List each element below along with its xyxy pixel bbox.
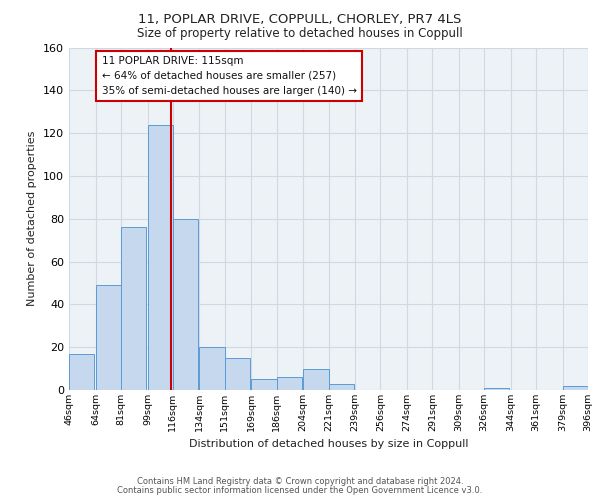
Text: 11 POPLAR DRIVE: 115sqm
← 64% of detached houses are smaller (257)
35% of semi-d: 11 POPLAR DRIVE: 115sqm ← 64% of detache… — [101, 56, 356, 96]
Bar — [251, 380, 277, 390]
Bar — [95, 285, 121, 390]
Text: Contains HM Land Registry data © Crown copyright and database right 2024.: Contains HM Land Registry data © Crown c… — [137, 477, 463, 486]
Bar — [121, 228, 146, 390]
Text: Size of property relative to detached houses in Coppull: Size of property relative to detached ho… — [137, 28, 463, 40]
Bar — [329, 384, 354, 390]
Bar — [277, 377, 302, 390]
Bar — [199, 347, 224, 390]
Bar — [225, 358, 250, 390]
Bar — [69, 354, 94, 390]
Bar — [563, 386, 588, 390]
Y-axis label: Number of detached properties: Number of detached properties — [28, 131, 37, 306]
Text: Contains public sector information licensed under the Open Government Licence v3: Contains public sector information licen… — [118, 486, 482, 495]
X-axis label: Distribution of detached houses by size in Coppull: Distribution of detached houses by size … — [189, 440, 468, 450]
Bar — [484, 388, 509, 390]
Bar — [148, 124, 173, 390]
Bar — [173, 219, 198, 390]
Bar — [303, 368, 329, 390]
Text: 11, POPLAR DRIVE, COPPULL, CHORLEY, PR7 4LS: 11, POPLAR DRIVE, COPPULL, CHORLEY, PR7 … — [139, 12, 461, 26]
